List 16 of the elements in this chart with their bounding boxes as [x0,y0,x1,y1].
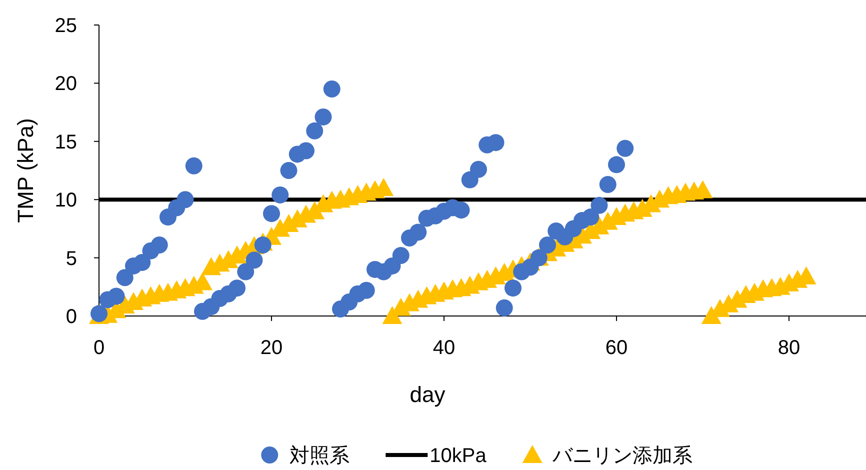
y-axis-title: TMP (kPa) [13,118,38,223]
x-axis-title: day [410,382,446,407]
x-tick-label: 60 [605,337,628,359]
legend-label: 10kPa [430,445,488,467]
x-tick-label: 20 [260,337,283,359]
legend-label: バニリン添加系 [551,445,692,467]
x-tick-label: 0 [93,337,105,359]
y-tick-label: 15 [54,131,77,154]
y-tick-label: 0 [66,306,77,328]
y-tick-label: 10 [54,190,77,212]
y-tick-label: 5 [66,248,77,270]
x-tick-label: 40 [432,337,456,359]
x-tick-label: 80 [778,337,800,359]
y-tick-label: 20 [54,73,77,96]
y-tick-label: 25 [54,15,77,37]
legend-label: 対照系 [290,445,350,467]
